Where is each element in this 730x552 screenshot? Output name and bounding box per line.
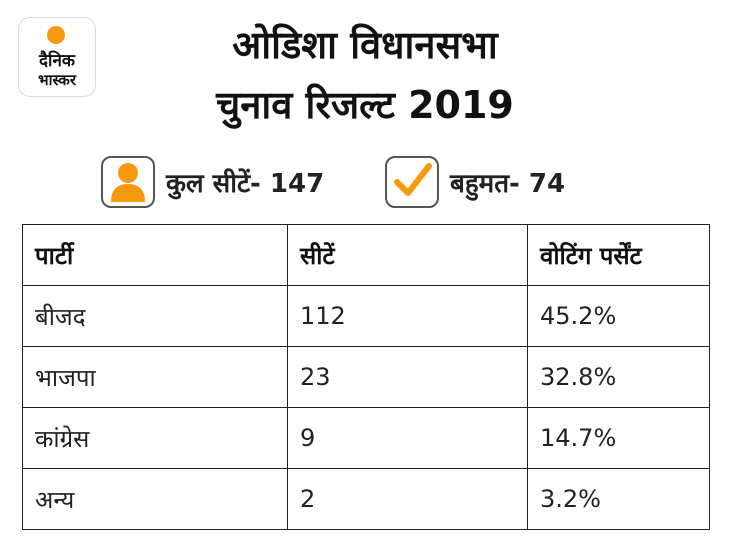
party-cell: भाजपा: [22, 346, 288, 408]
total-seats-text: कुल सीटें- 147: [166, 169, 325, 199]
seats-cell: 23: [287, 346, 528, 408]
page-title: ओडिशा विधानसभा: [232, 23, 498, 67]
vote-percent-cell: 3.2%: [527, 468, 710, 530]
table-row: अन्य 2 3.2%: [22, 468, 710, 530]
party-cell: कांग्रेस: [22, 407, 288, 469]
table-row: भाजपा 23 32.8%: [22, 346, 710, 408]
header-vote-percent: वोटिंग पर्सेंट: [527, 224, 710, 286]
brand-line-2: भास्कर: [38, 71, 76, 89]
party-cell: अन्य: [22, 468, 288, 530]
vote-percent-cell: 45.2%: [527, 285, 710, 347]
vote-percent-cell: 32.8%: [527, 346, 710, 408]
table-row: कांग्रेस 9 14.7%: [22, 407, 710, 469]
checkmark-icon: [385, 156, 439, 208]
seats-cell: 2: [287, 468, 528, 530]
sun-icon: [47, 26, 65, 44]
stats-bar: कुल सीटें- 147 बहुमत- 74: [0, 156, 730, 212]
vote-percent-cell: 14.7%: [527, 407, 710, 469]
results-table: पार्टी सीटें वोटिंग पर्सेंट बीजद 112 45.…: [22, 224, 710, 530]
seats-cell: 9: [287, 407, 528, 469]
table-row: बीजद 112 45.2%: [22, 285, 710, 347]
page-subtitle: चुनाव रिजल्ट 2019: [216, 83, 514, 127]
table-header-row: पार्टी सीटें वोटिंग पर्सेंट: [22, 224, 710, 286]
party-cell: बीजद: [22, 285, 288, 347]
header-seats: सीटें: [287, 224, 528, 286]
header-party: पार्टी: [22, 224, 288, 286]
brand-logo: दैनिक भास्कर: [18, 17, 96, 97]
majority-text: बहुमत- 74: [450, 169, 566, 199]
brand-line-1: दैनिक: [39, 51, 75, 71]
user-icon: [101, 156, 155, 208]
seats-cell: 112: [287, 285, 528, 347]
